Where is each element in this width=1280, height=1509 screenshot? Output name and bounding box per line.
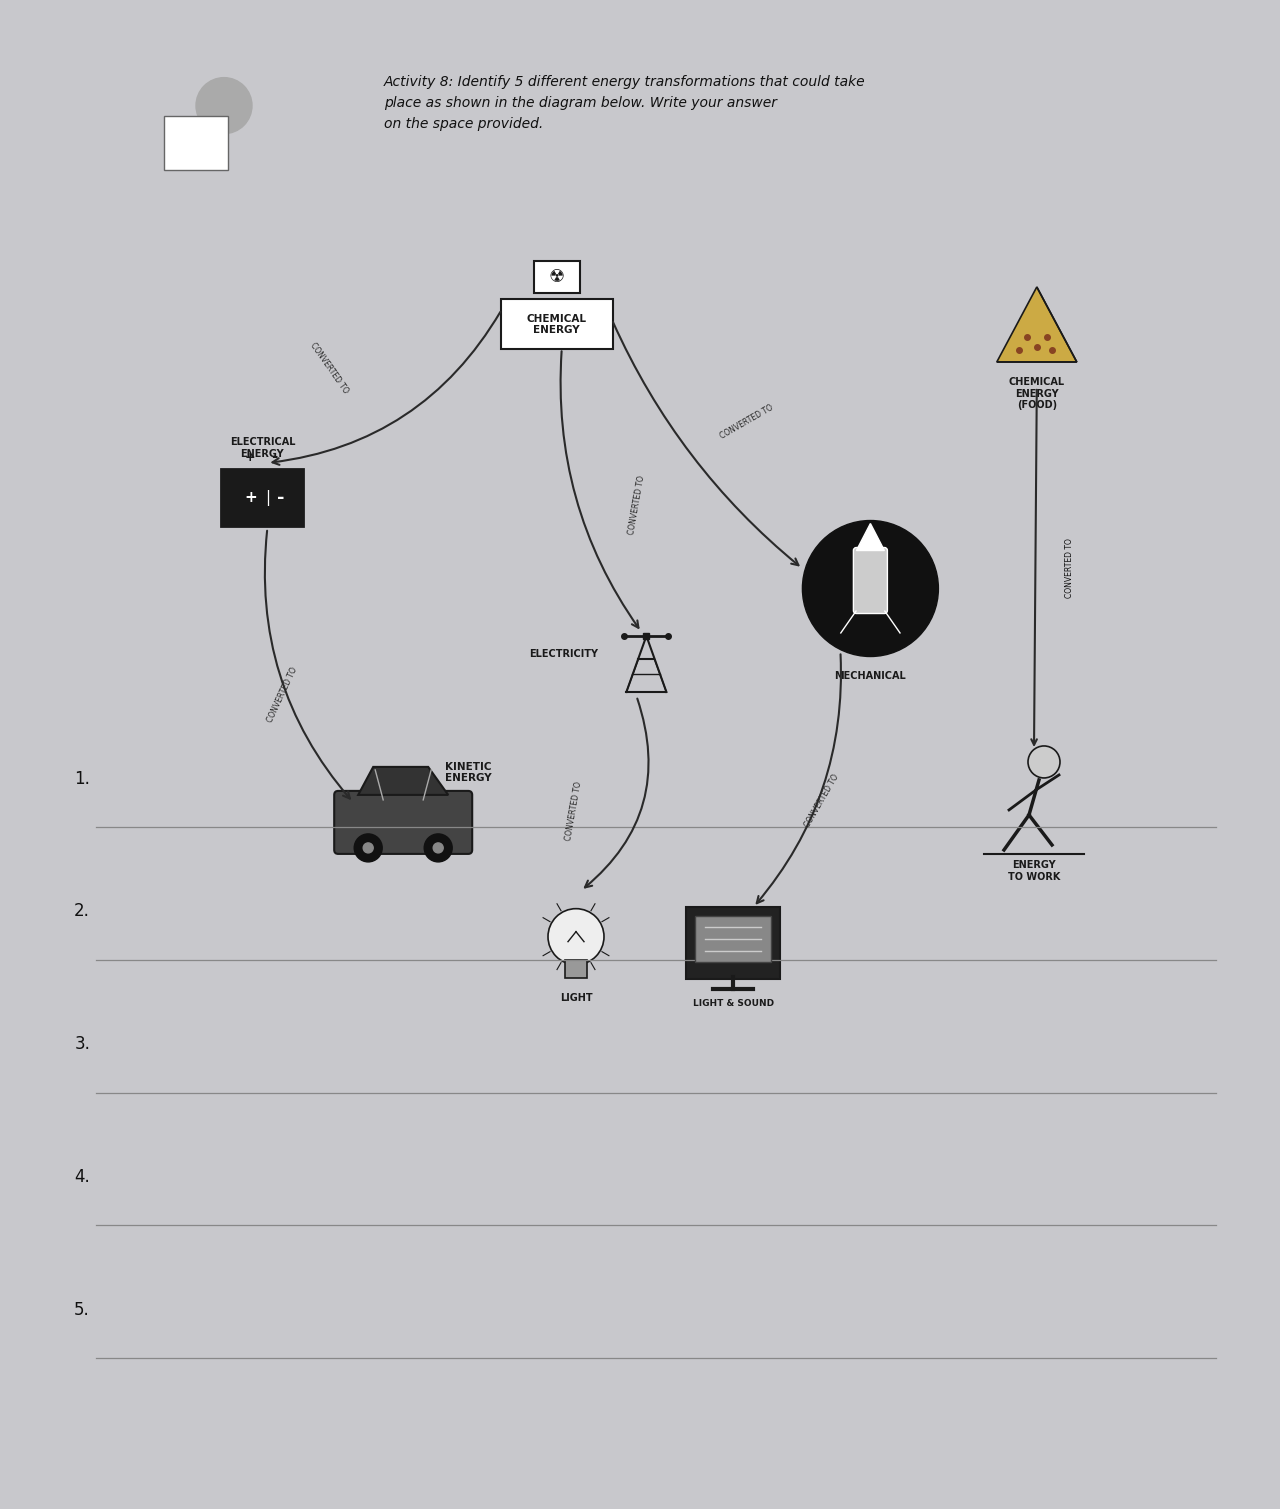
Text: CONVERTED TO: CONVERTED TO xyxy=(564,782,584,842)
Text: KINETIC
ENERGY: KINETIC ENERGY xyxy=(445,762,492,783)
Text: CONVERTED TO: CONVERTED TO xyxy=(1065,539,1074,599)
Text: 5.: 5. xyxy=(74,1301,90,1319)
Text: +: + xyxy=(244,490,257,506)
Text: LIGHT: LIGHT xyxy=(559,993,593,1002)
Text: ELECTRICAL
ENERGY: ELECTRICAL ENERGY xyxy=(229,438,296,459)
Text: +: + xyxy=(244,451,256,465)
Text: 1.: 1. xyxy=(74,770,90,788)
Polygon shape xyxy=(997,287,1076,362)
Circle shape xyxy=(364,844,374,853)
Circle shape xyxy=(803,521,938,656)
FancyBboxPatch shape xyxy=(221,469,303,527)
FancyBboxPatch shape xyxy=(686,907,781,979)
Text: -: - xyxy=(271,450,278,465)
FancyBboxPatch shape xyxy=(534,261,580,293)
Polygon shape xyxy=(884,611,900,634)
Text: 2.: 2. xyxy=(74,902,90,920)
FancyBboxPatch shape xyxy=(164,116,228,169)
Circle shape xyxy=(433,844,443,853)
FancyBboxPatch shape xyxy=(334,791,472,854)
Text: CONVERTED TO: CONVERTED TO xyxy=(308,341,351,395)
FancyBboxPatch shape xyxy=(500,299,613,350)
Text: MECHANICAL: MECHANICAL xyxy=(835,670,906,681)
Text: 3.: 3. xyxy=(74,1035,90,1053)
Circle shape xyxy=(424,834,452,862)
Circle shape xyxy=(1028,745,1060,779)
Polygon shape xyxy=(841,611,856,634)
Text: CONVERTED TO: CONVERTED TO xyxy=(803,773,841,830)
Text: CHEMICAL
ENERGY: CHEMICAL ENERGY xyxy=(527,314,586,335)
FancyBboxPatch shape xyxy=(854,548,887,614)
Text: CONVERTED TO: CONVERTED TO xyxy=(265,665,300,724)
Text: ELECTRICITY: ELECTRICITY xyxy=(530,649,599,659)
FancyBboxPatch shape xyxy=(564,960,588,978)
Text: CONVERTED TO: CONVERTED TO xyxy=(627,475,646,536)
FancyBboxPatch shape xyxy=(695,916,772,963)
Text: LIGHT & SOUND: LIGHT & SOUND xyxy=(692,999,774,1008)
Polygon shape xyxy=(856,524,884,551)
Circle shape xyxy=(355,834,383,862)
Text: Activity 8: Identify 5 different energy transformations that could take
place as: Activity 8: Identify 5 different energy … xyxy=(384,75,865,131)
Text: ENERGY
TO WORK: ENERGY TO WORK xyxy=(1007,860,1060,881)
Text: CHEMICAL
ENERGY
(FOOD): CHEMICAL ENERGY (FOOD) xyxy=(1009,377,1065,410)
Circle shape xyxy=(196,77,252,134)
Text: ☢: ☢ xyxy=(549,269,564,287)
Circle shape xyxy=(548,908,604,964)
Text: CONVERTED TO: CONVERTED TO xyxy=(719,403,776,441)
Text: -: - xyxy=(276,489,284,507)
Text: 4.: 4. xyxy=(74,1168,90,1186)
Text: |: | xyxy=(265,490,270,506)
Polygon shape xyxy=(358,767,448,795)
